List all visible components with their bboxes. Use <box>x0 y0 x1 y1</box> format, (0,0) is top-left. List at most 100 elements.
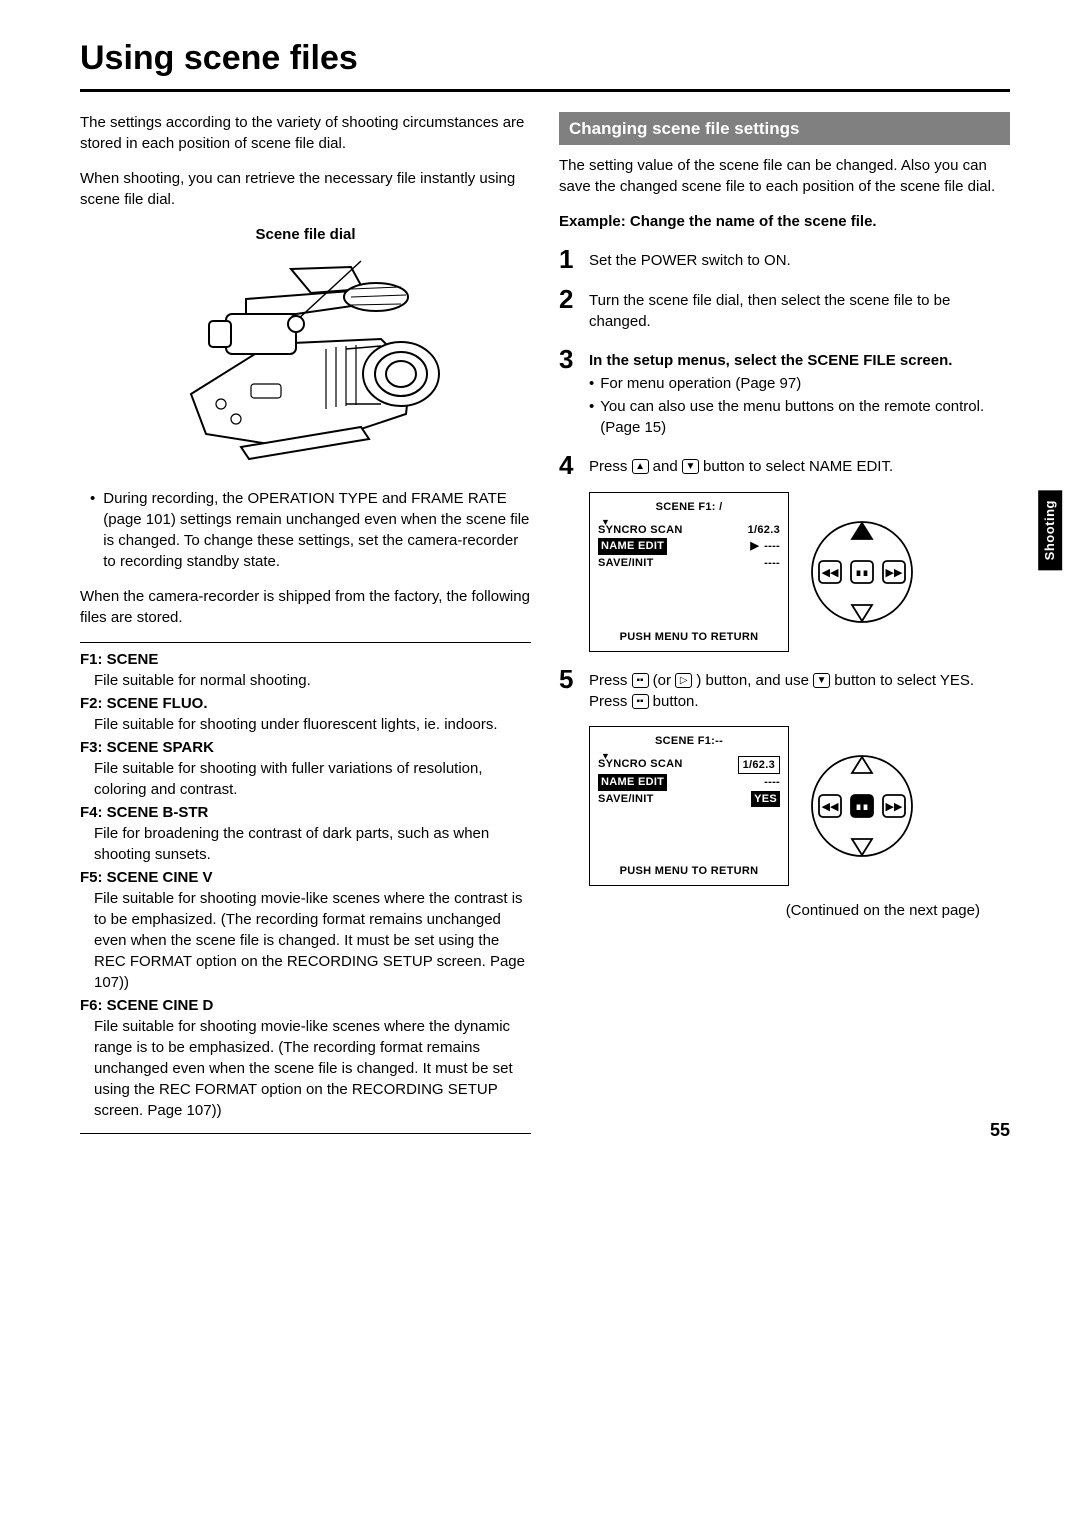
step-3-number: 3 <box>559 346 579 438</box>
dpad-illustration-2: ◀◀ ▶▶ ∎∎ <box>807 751 917 861</box>
up-button-icon: ▲ <box>632 459 649 474</box>
left-column: The settings according to the variety of… <box>80 112 531 1134</box>
step-3-bullet-1: • For menu operation (Page 97) <box>589 373 1010 394</box>
page-title: Using scene files <box>80 35 1010 92</box>
svg-text:▶▶: ▶▶ <box>886 567 903 579</box>
file-f2-desc: File suitable for shooting under fluores… <box>80 714 531 735</box>
screen2-title: SCENE F1:-- <box>598 733 780 750</box>
file-f6: F6: SCENE CINE D File suitable for shoot… <box>80 995 531 1121</box>
step-4: 4 Press ▲ and ▼ button to select NAME ED… <box>559 452 1010 478</box>
camera-figure: Scene file dial <box>80 224 531 470</box>
side-tab-shooting: Shooting <box>1038 490 1062 570</box>
step-3-bullet-2: • You can also use the menu buttons on t… <box>589 396 1010 438</box>
svg-text:∎∎: ∎∎ <box>855 567 869 579</box>
intro-para-1: The settings according to the variety of… <box>80 112 531 154</box>
bullet-dot-icon: • <box>90 488 95 572</box>
screen1-r3r: ---- <box>764 557 780 569</box>
file-f3-title: F3: SCENE SPARK <box>80 737 531 758</box>
screen-row-2: SCENE F1:-- ▼ SYNCRO SCAN 1/62.3 NAME ED… <box>589 726 1010 886</box>
menu-screen-1: SCENE F1: / ▼ SYNCRO SCAN 1/62.3 NAME ED… <box>589 492 789 652</box>
continued-text: (Continued on the next page) <box>559 900 980 921</box>
screen2-r1r: 1/62.3 <box>738 756 780 775</box>
section-header: Changing scene file settings <box>559 112 1010 146</box>
step-2-text: Turn the scene file dial, then select th… <box>589 286 1010 332</box>
step-5-text-b: (or <box>649 672 676 689</box>
section-intro: The setting value of the scene file can … <box>559 155 1010 197</box>
svg-text:▶▶: ▶▶ <box>886 801 903 813</box>
file-f4-desc: File for broadening the contrast of dark… <box>80 823 531 865</box>
step-5-text-e: Press <box>589 693 632 710</box>
down-button-icon: ▼ <box>813 673 830 688</box>
screen1-title: SCENE F1: / <box>598 499 780 516</box>
selection-arrow-icon: ▼ <box>601 750 610 764</box>
file-f6-title: F6: SCENE CINE D <box>80 995 531 1016</box>
scene-file-dial-label: Scene file dial <box>80 224 531 245</box>
screen2-footer: PUSH MENU TO RETURN <box>590 863 788 880</box>
screen1-r2r: ---- <box>764 540 780 552</box>
step-3-bullet-1-text: For menu operation (Page 97) <box>600 373 801 394</box>
screen2-r2l: NAME EDIT <box>598 774 667 791</box>
file-f5: F5: SCENE CINE V File suitable for shoot… <box>80 867 531 993</box>
step-3: 3 In the setup menus, select the SCENE F… <box>559 346 1010 438</box>
bullet-dot-icon: • <box>589 396 594 438</box>
play-button-icon: ▷ <box>675 673 692 688</box>
down-button-icon: ▼ <box>682 459 699 474</box>
step-4-text-c: button to select NAME EDIT. <box>699 458 893 475</box>
step-4-number: 4 <box>559 452 579 478</box>
screen-row-1: SCENE F1: / ▼ SYNCRO SCAN 1/62.3 NAME ED… <box>589 492 1010 652</box>
step-1-text: Set the POWER switch to ON. <box>589 246 1010 272</box>
example-line: Example: Change the name of the scene fi… <box>559 211 1010 232</box>
file-f3: F3: SCENE SPARK File suitable for shooti… <box>80 737 531 800</box>
right-column: Changing scene file settings The setting… <box>559 112 1010 1134</box>
factory-text: When the camera-recorder is shipped from… <box>80 586 531 628</box>
step-4-text: Press ▲ and ▼ button to select NAME EDIT… <box>589 452 1010 478</box>
screen1-footer: PUSH MENU TO RETURN <box>590 629 788 646</box>
step-3-text: In the setup menus, select the SCENE FIL… <box>589 350 1010 371</box>
step-2-number: 2 <box>559 286 579 332</box>
svg-text:◀◀: ◀◀ <box>822 567 839 579</box>
screen2-r2r: ---- <box>764 776 780 788</box>
step-5-text-f: button. <box>649 693 699 710</box>
step-4-text-a: Press <box>589 458 632 475</box>
file-f1-desc: File suitable for normal shooting. <box>80 670 531 691</box>
screen1-r1l: SYNCRO SCAN <box>598 522 683 539</box>
step-1-number: 1 <box>559 246 579 272</box>
step-5-text: Press ▪▪ (or ▷ ) button, and use ▼ butto… <box>589 666 1010 712</box>
screen1-r1r: 1/62.3 <box>748 524 780 536</box>
note-text: During recording, the OPERATION TYPE and… <box>103 488 531 572</box>
note-bullet: • During recording, the OPERATION TYPE a… <box>80 488 531 572</box>
screen1-r2l: NAME EDIT <box>598 538 667 555</box>
file-f4: F4: SCENE B-STR File for broadening the … <box>80 802 531 865</box>
file-f1-title: F1: SCENE <box>80 649 531 670</box>
right-arrow-icon: ▶ <box>749 538 761 555</box>
file-f5-title: F5: SCENE CINE V <box>80 867 531 888</box>
file-f2: F2: SCENE FLUO. File suitable for shooti… <box>80 693 531 735</box>
pause-button-icon: ▪▪ <box>632 673 649 688</box>
step-5-text-d: button to select YES. <box>830 672 974 689</box>
selection-arrow-icon: ▼ <box>601 516 610 530</box>
camera-illustration <box>151 249 461 464</box>
step-5-text-c: ) button, and use <box>692 672 813 689</box>
screen2-r1l: SYNCRO SCAN <box>598 756 683 775</box>
pause-button-icon: ▪▪ <box>632 694 649 709</box>
screen1-r3l: SAVE/INIT <box>598 555 654 572</box>
screen2-r3r: YES <box>751 791 780 808</box>
screen2-r3l: SAVE/INIT <box>598 791 654 808</box>
step-5-text-a: Press <box>589 672 632 689</box>
file-f5-desc: File suitable for shooting movie-like sc… <box>80 888 531 993</box>
file-f6-desc: File suitable for shooting movie-like sc… <box>80 1016 531 1121</box>
file-f2-title: F2: SCENE FLUO. <box>80 693 531 714</box>
file-f1: F1: SCENE File suitable for normal shoot… <box>80 649 531 691</box>
file-f3-desc: File suitable for shooting with fuller v… <box>80 758 531 800</box>
scene-files-list: F1: SCENE File suitable for normal shoot… <box>80 642 531 1134</box>
dpad-illustration-1: ◀◀ ▶▶ ∎∎ <box>807 517 917 627</box>
intro-para-2: When shooting, you can retrieve the nece… <box>80 168 531 210</box>
file-f4-title: F4: SCENE B-STR <box>80 802 531 823</box>
step-2: 2 Turn the scene file dial, then select … <box>559 286 1010 332</box>
step-5-number: 5 <box>559 666 579 712</box>
bullet-dot-icon: • <box>589 373 594 394</box>
step-1: 1 Set the POWER switch to ON. <box>559 246 1010 272</box>
svg-text:∎∎: ∎∎ <box>855 801 869 813</box>
step-3-bullet-2-text: You can also use the menu buttons on the… <box>600 396 1010 438</box>
page-number: 55 <box>990 1118 1010 1143</box>
